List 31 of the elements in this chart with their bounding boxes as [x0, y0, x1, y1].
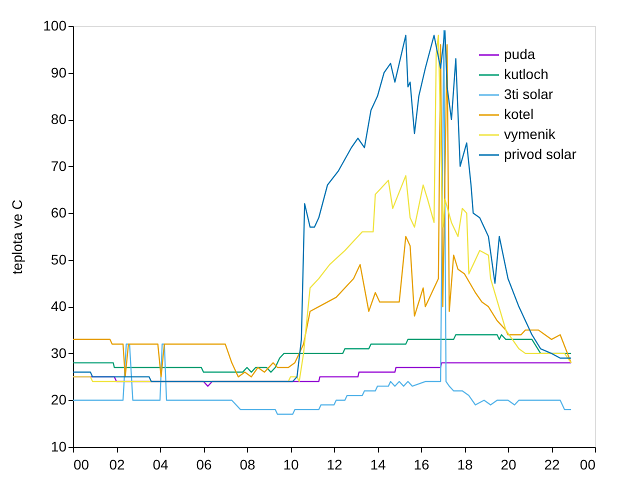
legend-label: kutloch: [504, 66, 548, 82]
y-tick-label: 50: [50, 251, 67, 268]
y-tick-label: 20: [50, 392, 67, 408]
x-tick-label: 18: [457, 456, 473, 472]
y-tick-label: 90: [50, 64, 67, 80]
y-tick-label: 30: [50, 344, 67, 361]
x-tick-label: 22: [544, 456, 560, 472]
legend-label: privod solar: [504, 146, 577, 162]
x-tick-label: 00: [74, 456, 90, 472]
y-tick-label: 80: [50, 111, 67, 128]
y-tick-label: 40: [50, 298, 67, 314]
line-series: [73, 334, 572, 373]
x-tick-label: 08: [240, 456, 256, 472]
x-tick-label: 06: [196, 456, 212, 472]
x-tick-label: 04: [152, 456, 168, 472]
x-tick-label: 02: [109, 456, 125, 472]
x-tick-label: 12: [326, 456, 342, 472]
x-tick-label: 00: [580, 456, 596, 472]
legend-label: 3ti solar: [504, 86, 554, 102]
y-tick-label: 70: [50, 158, 67, 174]
y-axis-title: teplota ve C: [9, 200, 26, 274]
legend-label: kotel: [504, 106, 534, 122]
y-tick-label: 60: [50, 204, 67, 221]
x-tick-label: 14: [370, 456, 386, 472]
y-tick-label: 10: [50, 438, 67, 454]
x-tick-label: 20: [500, 456, 516, 472]
legend-label: vymenik: [504, 126, 556, 142]
x-tick-label: 10: [283, 456, 299, 472]
y-tick-label: 100: [43, 18, 67, 34]
legend-label: puda: [504, 46, 536, 62]
x-tick-label: 16: [414, 456, 430, 472]
